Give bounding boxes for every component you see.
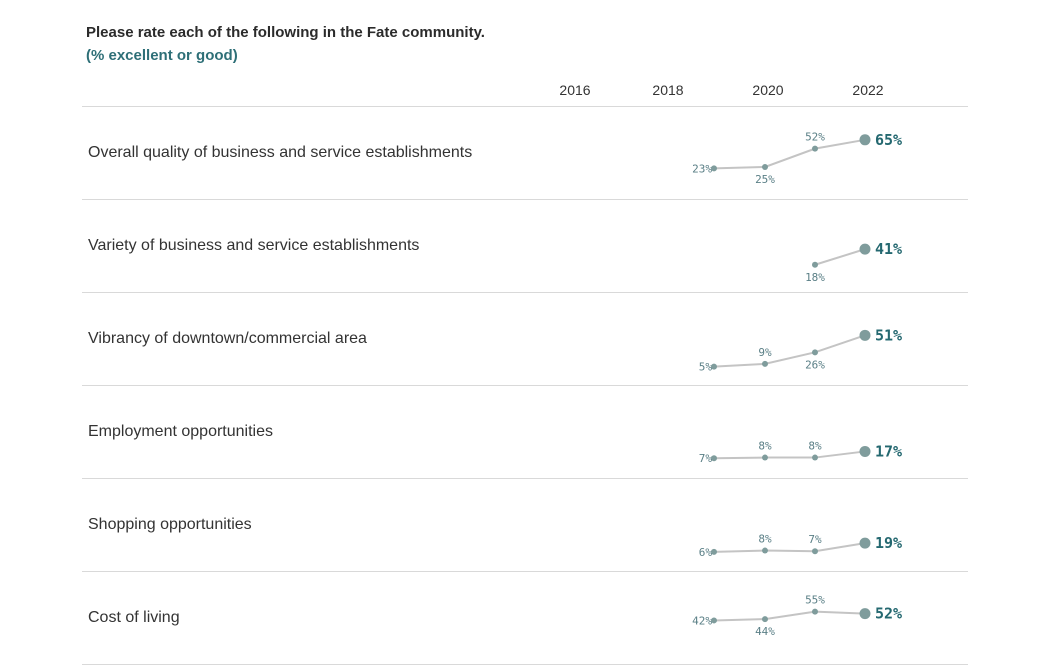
data-label: 18% — [805, 271, 825, 284]
data-point — [711, 548, 717, 555]
data-point — [711, 363, 717, 370]
series-line — [713, 450, 866, 460]
data-point — [762, 360, 768, 367]
data-point — [812, 548, 818, 555]
data-label: 51% — [875, 326, 902, 344]
data-point — [812, 145, 818, 152]
data-point — [711, 165, 717, 172]
data-label: 55% — [805, 594, 825, 607]
row-label-overall-quality: Overall quality of business and service … — [88, 144, 473, 161]
series-line — [713, 334, 866, 368]
row-label-cost-of-living: Cost of living — [88, 609, 180, 626]
row-label-shopping: Shopping opportunities — [88, 516, 252, 533]
row-label-vibrancy: Vibrancy of downtown/commercial area — [88, 330, 367, 347]
year-tick-2018: 2018 — [652, 82, 684, 98]
row-label-employment: Employment opportunities — [88, 423, 273, 440]
data-point-latest — [859, 445, 871, 457]
data-label: 9% — [758, 346, 772, 359]
data-label: 19% — [875, 534, 902, 552]
series-line — [713, 138, 866, 170]
data-label: 44% — [755, 625, 775, 638]
year-tick-2020: 2020 — [752, 82, 784, 98]
row-divider — [82, 106, 968, 107]
data-point — [812, 349, 818, 356]
row-divider — [82, 199, 968, 200]
data-point — [762, 547, 768, 554]
data-point — [711, 617, 717, 624]
data-label: 52% — [875, 605, 902, 623]
data-label: 17% — [875, 442, 902, 460]
row-divider — [82, 571, 968, 572]
series-line — [713, 610, 866, 622]
data-point — [762, 616, 768, 623]
series-line — [814, 248, 866, 266]
data-point — [812, 608, 818, 615]
data-label: 8% — [808, 440, 822, 453]
row-divider — [82, 385, 968, 386]
data-point-latest — [859, 134, 871, 146]
data-point — [812, 454, 818, 461]
year-tick-2016: 2016 — [559, 82, 591, 98]
row-label-variety: Variety of business and service establis… — [88, 237, 420, 254]
row-divider — [82, 292, 968, 293]
data-point — [711, 455, 717, 462]
year-tick-2022: 2022 — [852, 82, 884, 98]
chart-subtitle: (% excellent or good) — [86, 47, 238, 64]
data-point — [812, 261, 818, 268]
data-label: 41% — [875, 240, 902, 258]
data-label: 26% — [805, 358, 825, 371]
data-point-latest — [859, 243, 871, 255]
data-point-latest — [859, 537, 871, 549]
series-line — [713, 542, 866, 553]
data-label: 5% — [699, 361, 713, 374]
data-label: 7% — [808, 533, 822, 546]
data-point-latest — [859, 608, 871, 620]
data-label: 8% — [758, 440, 772, 453]
data-label: 52% — [805, 131, 825, 144]
data-label: 65% — [875, 131, 902, 149]
data-point-latest — [859, 329, 871, 341]
data-point — [762, 454, 768, 461]
data-point — [762, 164, 768, 170]
data-label: 6% — [699, 546, 713, 559]
data-label: 23% — [692, 162, 712, 175]
row-divider — [82, 478, 968, 479]
data-label: 8% — [758, 533, 772, 546]
data-label: 7% — [699, 452, 713, 465]
chart-title: Please rate each of the following in the… — [86, 24, 485, 41]
data-label: 25% — [755, 173, 775, 186]
data-label: 42% — [692, 614, 712, 627]
